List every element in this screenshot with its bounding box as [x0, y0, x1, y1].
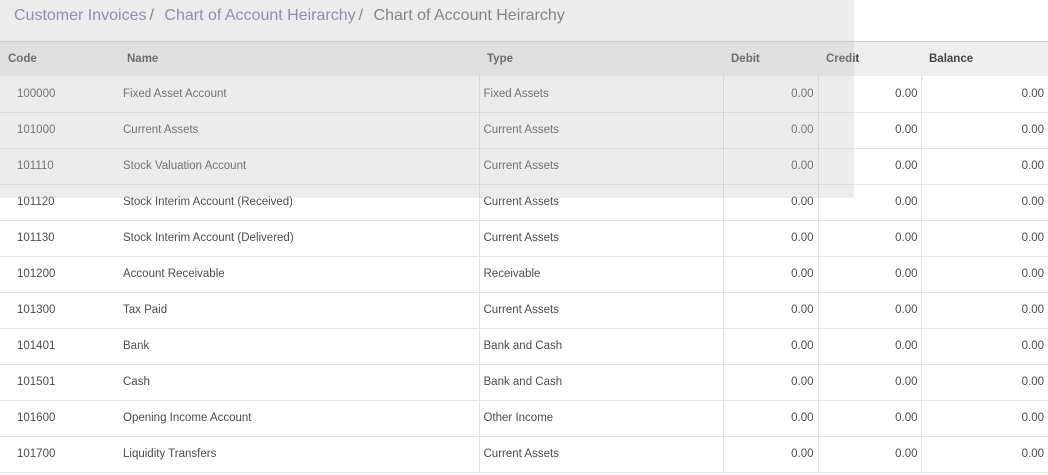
cell-code: 101700 — [17, 448, 56, 460]
cell-name: Liquidity Transfers — [119, 436, 480, 472]
cell-name: Stock Interim Account (Received) — [119, 184, 480, 220]
breadcrumb-current: Chart of Account Heirarchy — [373, 7, 565, 24]
cell-credit: 0.00 — [818, 112, 922, 148]
breadcrumb-customer-invoices[interactable]: Customer Invoices — [14, 7, 147, 24]
account-hierarchy-table: Code Name Type Debit Credit Balance 1000… — [0, 42, 1048, 473]
cell-name: Opening Income Account — [119, 400, 480, 436]
table-row[interactable]: 101200 Account Receivable Receivable 0.00 0.… — [0, 256, 1048, 292]
breadcrumb-separator: / — [149, 7, 154, 24]
cell-balance: 0.00 — [1021, 304, 1044, 316]
cell-balance: 0.00 — [1021, 160, 1044, 172]
cell-debit: 0.00 — [723, 400, 819, 436]
cell-type: Fixed Assets — [479, 76, 724, 112]
cell-type: Current Assets — [479, 436, 724, 472]
cell-balance: 0.00 — [1021, 196, 1044, 208]
cell-name: Account Receivable — [119, 256, 480, 292]
cell-credit: 0.00 — [818, 184, 922, 220]
cell-type: Current Assets — [479, 220, 724, 256]
column-header-balance[interactable]: Balance — [929, 53, 974, 65]
cell-name: Fixed Asset Account — [119, 76, 480, 112]
table-row[interactable]: 101501 Cash Bank and Cash 0.00 0.00 0.00 — [0, 364, 1048, 400]
column-header-type[interactable]: Type — [487, 53, 513, 65]
cell-credit: 0.00 — [818, 148, 922, 184]
cell-code: 101130 — [17, 232, 55, 244]
cell-credit: 0.00 — [818, 328, 922, 364]
table-row[interactable]: 101300 Tax Paid Current Assets 0.00 0.00 0.00 — [0, 292, 1048, 328]
cell-code: 101600 — [17, 412, 56, 424]
table-row[interactable]: 101700 Liquidity Transfers Current Assets 0… — [0, 436, 1048, 472]
cell-code: 101401 — [17, 340, 56, 352]
cell-type: Bank and Cash — [479, 328, 724, 364]
cell-type: Current Assets — [479, 184, 724, 220]
table-row[interactable]: 100000 Fixed Asset Account Fixed Assets 0.0… — [0, 76, 1048, 112]
column-header-name[interactable]: Name — [127, 53, 159, 65]
cell-debit: 0.00 — [723, 148, 819, 184]
breadcrumb-separator: / — [358, 7, 364, 24]
cell-type: Current Assets — [479, 112, 724, 148]
breadcrumb: Customer Invoices / Chart of Account Heir… — [0, 0, 1048, 42]
cell-name: Current Assets — [119, 112, 480, 148]
cell-name: Stock Valuation Account — [119, 148, 480, 184]
cell-code: 101501 — [17, 376, 56, 388]
cell-balance: 0.00 — [1021, 268, 1044, 280]
cell-debit: 0.00 — [723, 184, 819, 220]
cell-type: Current Assets — [479, 292, 724, 328]
cell-balance: 0.00 — [1021, 340, 1044, 352]
cell-code: 100000 — [17, 87, 56, 100]
cell-code: 101200 — [17, 268, 56, 280]
table-row[interactable]: 101401 Bank Bank and Cash 0.00 0.00 0.00 — [0, 328, 1048, 364]
table-header: Code Name Type Debit Credit Balance — [0, 42, 1048, 76]
column-header-debit[interactable]: Debit — [731, 53, 760, 65]
cell-credit: 0.00 — [818, 292, 922, 328]
cell-debit: 0.00 — [723, 364, 819, 400]
cell-credit: 0.00 — [818, 256, 922, 292]
cell-type: Bank and Cash — [479, 364, 724, 400]
cell-name: Tax Paid — [119, 292, 480, 328]
cell-code: 101300 — [17, 304, 56, 316]
cell-debit: 0.00 — [723, 292, 819, 328]
cell-credit: 0.00 — [818, 436, 922, 472]
cell-debit: 0.00 — [723, 76, 819, 112]
cell-debit: 0.00 — [723, 256, 819, 292]
cell-type: Other Income — [479, 400, 724, 436]
cell-code: 101120 — [17, 196, 55, 208]
cell-balance: 0.00 — [1021, 448, 1044, 460]
cell-credit: 0.00 — [818, 364, 922, 400]
cell-debit: 0.00 — [723, 112, 819, 148]
table-row[interactable]: 101600 Opening Income Account Other Income… — [0, 400, 1048, 436]
cell-debit: 0.00 — [723, 436, 819, 472]
cell-name: Stock Interim Account (Delivered) — [119, 220, 480, 256]
table-header-row: Code Name Type Debit Credit Balance — [0, 42, 1048, 76]
cell-credit: 0.00 — [818, 400, 922, 436]
table-row[interactable]: 101130 Stock Interim Account (Delivered) C… — [0, 220, 1048, 256]
column-header-code[interactable]: Code — [8, 53, 37, 65]
cell-balance: 0.00 — [1021, 376, 1044, 388]
cell-credit: 0.00 — [818, 76, 922, 112]
cell-type: Current Assets — [479, 148, 724, 184]
cell-name: Cash — [119, 364, 480, 400]
cell-credit: 0.00 — [818, 220, 922, 256]
table-row[interactable]: 101110 Stock Valuation Account Current Ass… — [0, 148, 1048, 184]
cell-type: Receivable — [479, 256, 724, 292]
cell-balance: 0.00 — [1021, 412, 1044, 424]
table-row[interactable]: 101000 Current Assets Current Assets 0.00 0.… — [0, 112, 1048, 148]
cell-balance: 0.00 — [1021, 124, 1044, 136]
cell-debit: 0.00 — [723, 220, 819, 256]
cell-balance: 0.00 — [1021, 232, 1044, 244]
column-header-credit[interactable]: Credit — [826, 53, 860, 65]
cell-code: 101110 — [17, 160, 54, 172]
cell-name: Bank — [119, 328, 480, 364]
table-body: 100000 Fixed Asset Account Fixed Assets 0.0… — [0, 76, 1048, 472]
table-row[interactable]: 101120 Stock Interim Account (Received) Cu… — [0, 184, 1048, 220]
cell-code: 101000 — [17, 124, 56, 136]
breadcrumb-chart-of-account-heirarchy[interactable]: Chart of Account Heirarchy — [164, 7, 356, 24]
cell-balance: 0.00 — [1021, 87, 1044, 100]
cell-debit: 0.00 — [723, 328, 819, 364]
